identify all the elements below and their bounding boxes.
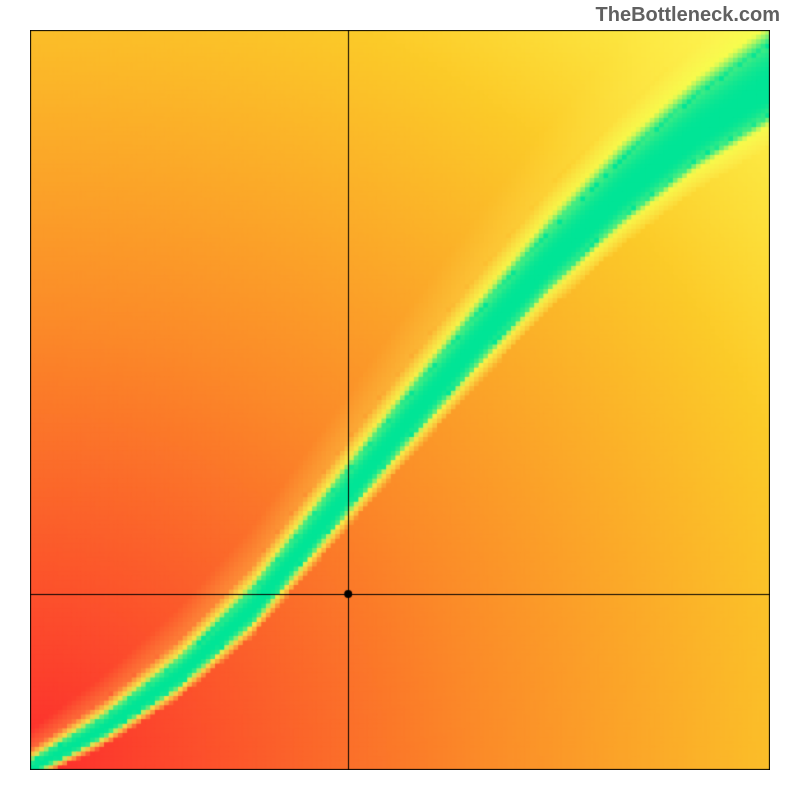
bottleneck-heatmap <box>30 30 770 770</box>
chart-container: TheBottleneck.com <box>0 0 800 800</box>
watermark-label: TheBottleneck.com <box>596 4 780 27</box>
